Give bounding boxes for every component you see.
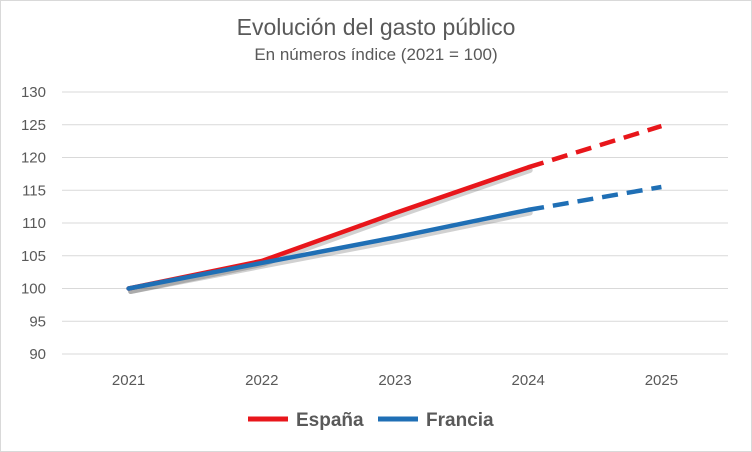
y-tick-label: 130 [21, 84, 46, 101]
series-forecast-line-francia [527, 184, 662, 213]
chart-title: Evolución del gasto público [236, 14, 516, 40]
chart-subtitle: En números índice (2021 = 100) [254, 45, 498, 64]
series-shadow-españa [128, 167, 533, 294]
y-tick-label: 110 [22, 215, 46, 232]
y-tick-label: 125 [21, 117, 46, 134]
x-tick-label: 2022 [245, 372, 278, 389]
x-tick-label: 2025 [645, 372, 678, 389]
y-tick-label: 100 [21, 281, 46, 298]
series-forecast-line-españa [527, 123, 663, 170]
legend-label-francia: Francia [426, 410, 494, 431]
y-tick-label: 120 [21, 150, 46, 167]
series-line-francia [126, 207, 531, 291]
y-tick-label: 90 [29, 346, 46, 363]
legend-label-españa: España [296, 410, 364, 431]
series-shadow-francia [128, 210, 533, 294]
x-tick-label: 2024 [512, 372, 545, 389]
y-tick-label: 115 [22, 182, 46, 199]
y-tick-label: 95 [29, 313, 46, 330]
x-tick-label: 2021 [112, 372, 145, 389]
x-tick-label: 2023 [378, 372, 411, 389]
y-tick-label: 105 [21, 248, 46, 265]
